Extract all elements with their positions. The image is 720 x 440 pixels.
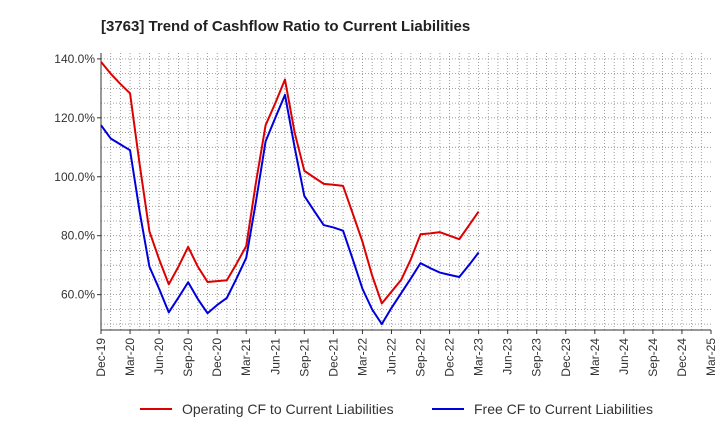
grid	[101, 53, 711, 330]
y-tick-label: 140.0%	[54, 52, 95, 66]
x-tick-label: Mar-22	[355, 338, 369, 376]
x-tick-label: Sep-24	[646, 338, 660, 377]
x-tick-label: Dec-20	[210, 338, 224, 377]
y-tick-label: 80.0%	[61, 229, 95, 243]
series-layer	[100, 61, 480, 326]
y-tick-label: 100.0%	[54, 170, 95, 184]
x-tick-label: Mar-25	[704, 338, 718, 376]
x-tick-label: Dec-24	[675, 338, 689, 377]
axes: 60.0% 80.0% 100.0% 120.0% 140.0% Dec-19 Mar-20…	[54, 52, 718, 377]
x-tick-label: Dec-23	[559, 338, 573, 377]
x-tick-label: Jun-24	[617, 338, 631, 375]
y-tick-label: 120.0%	[54, 111, 95, 125]
x-tick-label: Mar-24	[588, 338, 602, 376]
x-tick-label: Jun-22	[384, 338, 398, 375]
legend-label: Free CF to Current Liabilities	[474, 401, 653, 417]
x-tick-label: Dec-21	[326, 338, 340, 377]
x-tick-label: Sep-22	[414, 338, 428, 377]
plot-area	[101, 53, 711, 330]
x-tick-label: Sep-21	[297, 338, 311, 377]
x-tick-label: Mar-23	[472, 338, 486, 376]
legend: Operating CF to Current Liabilities Free …	[140, 401, 653, 417]
x-tick-label: Jun-21	[268, 338, 282, 375]
y-tick-label: 60.0%	[61, 288, 95, 302]
x-tick-label: Jun-23	[501, 338, 515, 375]
series-line-operating-cf	[100, 61, 480, 305]
x-tick-label: Sep-23	[530, 338, 544, 377]
series-line-free-cf	[100, 93, 480, 326]
chart-title: [3763] Trend of Cashflow Ratio to Curren…	[101, 18, 470, 35]
x-tick-label: Dec-19	[94, 338, 108, 377]
x-tick-label: Jun-20	[152, 338, 166, 375]
x-tick-label: Mar-21	[239, 338, 253, 376]
x-tick-label: Sep-20	[181, 338, 195, 377]
x-tick-label: Mar-20	[123, 338, 137, 376]
legend-label: Operating CF to Current Liabilities	[182, 401, 394, 417]
x-tick-label: Dec-22	[443, 338, 457, 377]
